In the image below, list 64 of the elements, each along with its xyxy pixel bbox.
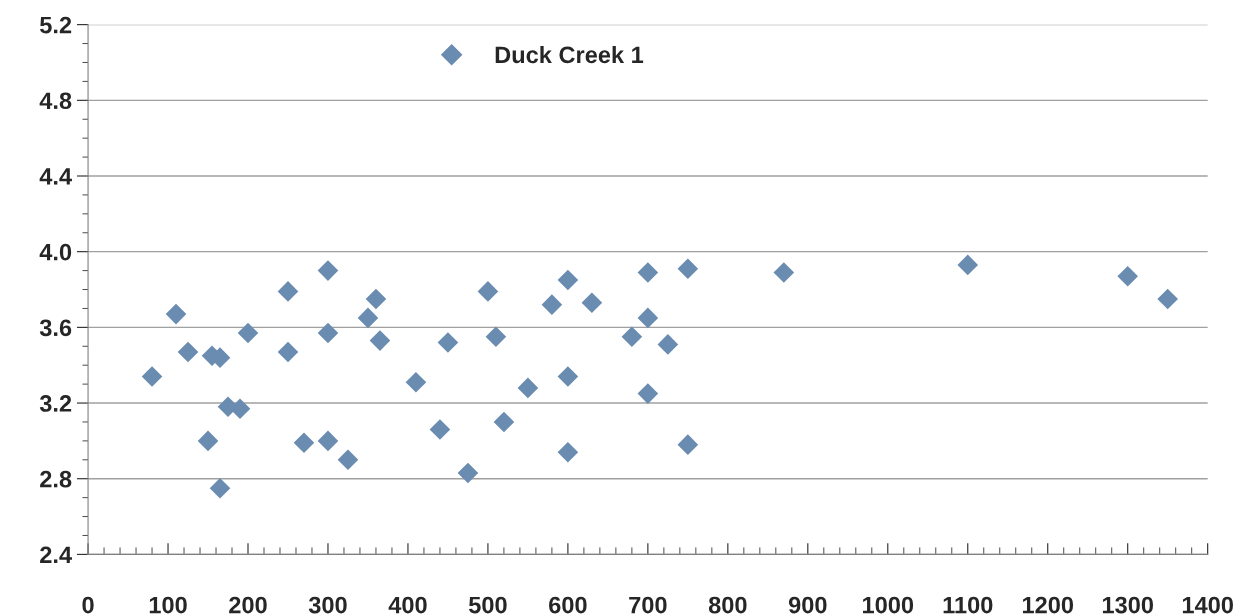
point [541,294,563,315]
x-tick-label: 100 [149,596,187,614]
y-tick-label: 4.0 [39,243,72,261]
point [177,341,199,363]
point [637,383,659,404]
point [557,441,579,463]
point [209,477,231,499]
point [773,262,795,283]
y-tick-label: 2.4 [40,546,72,563]
point [957,254,979,276]
point [317,430,339,452]
point [337,449,359,471]
y-tick-label: 4.8 [39,92,72,110]
x-tick-label: 200 [229,596,267,614]
point [405,371,427,393]
point [557,269,579,291]
x-tick-label: 1400 [1182,596,1233,614]
y-tick-label: 5.2 [40,16,72,34]
x-tick-label: 1200 [1022,596,1074,614]
point [369,330,391,351]
y-tick-label: 3.6 [39,319,72,337]
x-tick-label: 600 [549,596,587,614]
point [493,411,515,433]
point [457,462,479,484]
x-tick-label: 1300 [1102,596,1153,614]
x-tick-label: 800 [708,596,747,614]
x-tick-label: 400 [388,596,427,614]
x-tick-label: 900 [788,596,827,614]
point [141,366,163,387]
point [485,326,507,348]
point [517,377,539,399]
point [677,434,699,455]
point [365,288,387,310]
point [293,432,315,454]
point [429,419,451,440]
point [317,322,339,344]
point [657,334,679,355]
point [477,281,499,302]
x-tick-label: 0 [82,596,94,614]
x-tick-label: 700 [629,596,667,614]
x-tick-label: 500 [468,596,507,614]
point [557,366,579,387]
y-tick-label: 4.4 [39,168,72,185]
y-tick-label: 3.2 [39,395,72,412]
point [581,292,603,314]
point [357,307,379,329]
legend-label: Duck Creek 1 [495,45,644,64]
point [237,322,259,344]
point [277,341,299,363]
point [437,332,459,353]
point [317,260,339,281]
x-tick-label: 1100 [943,596,993,614]
point [621,326,643,348]
point [1157,288,1178,310]
point [197,430,219,452]
point [677,258,699,280]
point [637,307,659,329]
point [277,281,299,302]
point [1117,265,1139,287]
point [637,262,659,283]
point [165,303,187,325]
x-tick-label: 1000 [863,596,914,614]
y-tick-label: 2.8 [40,470,72,488]
x-tick-label: 300 [308,596,347,614]
